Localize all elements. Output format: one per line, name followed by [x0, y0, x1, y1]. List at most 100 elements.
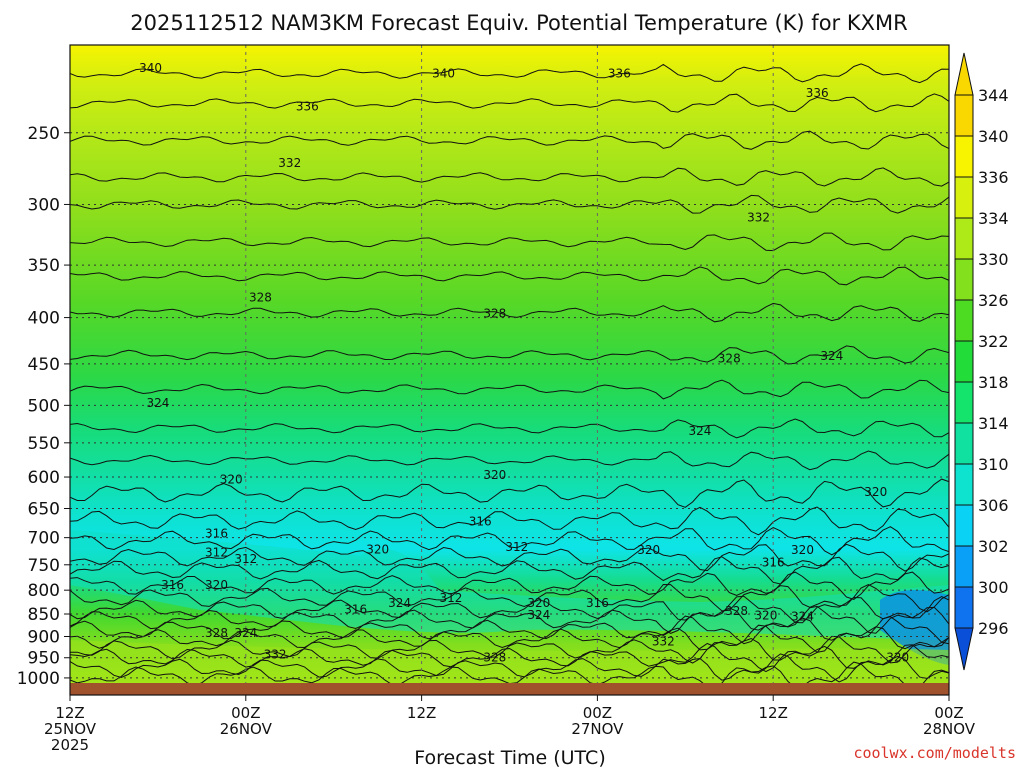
contour-label: 340	[139, 61, 162, 75]
contour-label: 320	[483, 468, 506, 482]
contour-label: 328	[483, 651, 506, 665]
grid-lines	[70, 45, 949, 683]
colorbar-label: 340	[978, 127, 1009, 146]
y-tick-label: 900	[28, 627, 60, 647]
contour-label: 316	[161, 578, 184, 592]
contour-label: 320	[220, 473, 243, 487]
y-tick-label: 300	[28, 195, 60, 215]
contour-label: 324	[820, 349, 843, 363]
contour-label: 336	[296, 100, 319, 114]
colorbar-segment	[954, 340, 974, 383]
y-tick-label: 500	[28, 396, 60, 416]
contour-label: 320	[205, 578, 228, 592]
colorbar-label: 318	[978, 373, 1009, 392]
y-tick-label: 950	[28, 649, 60, 669]
contour-line	[70, 194, 949, 214]
x-axis-label: Forecast Time (UTC)	[414, 747, 605, 768]
colorbar-segment	[954, 504, 974, 547]
colorbar-label: 306	[978, 496, 1009, 515]
contour-label: 328	[483, 307, 506, 321]
contour-label: 328	[725, 604, 748, 618]
y-tick-label: 250	[28, 124, 60, 144]
contour-label: 316	[344, 602, 367, 616]
contour-label: 340	[432, 66, 455, 80]
contour-label: 328	[718, 352, 741, 366]
plot-area: 340 340 336 336 336 332 332 328 328 328 324 324 324 3…	[70, 45, 949, 683]
contour-label: 312	[505, 540, 528, 554]
contour-line	[70, 595, 949, 624]
contour-line	[70, 624, 949, 653]
y-tick-label: 800	[28, 581, 60, 601]
colorbar-segment	[954, 217, 974, 260]
contour-line	[70, 418, 949, 439]
contour-label: 332	[264, 647, 287, 661]
colorbar-label: 336	[978, 168, 1009, 187]
plot-frame	[69, 44, 950, 696]
contour-line	[70, 266, 949, 286]
contour-label: 316	[205, 527, 228, 541]
colorbar-segment	[954, 586, 974, 629]
x-tick-label: 12Z	[407, 704, 436, 722]
y-tick-label: 700	[28, 529, 60, 549]
contour-line	[70, 526, 949, 556]
contour-line	[70, 63, 949, 84]
contour-label: 316	[469, 515, 492, 529]
contour-label: 336	[608, 66, 631, 80]
contour-label: 328	[205, 626, 228, 640]
contour-label: 320	[366, 542, 389, 556]
contour-label: 312	[205, 546, 228, 560]
contour-label: 324	[388, 596, 411, 610]
contour-line	[70, 642, 949, 673]
colorbar-bottom-arrow	[954, 627, 974, 671]
y-tick-label: 400	[28, 309, 60, 329]
colorbar-label: 334	[978, 209, 1009, 228]
colorbar-label: 302	[978, 537, 1009, 556]
contour-label: 332	[278, 156, 301, 170]
contour-label: 324	[791, 609, 814, 623]
contour-line	[70, 478, 949, 508]
x-tick-label: 2025	[51, 736, 89, 754]
colorbar-top-arrow	[954, 52, 974, 96]
colorbar-segment	[954, 94, 974, 137]
contour-line	[70, 605, 949, 634]
contour-line	[70, 302, 949, 323]
colorbar-segment	[954, 463, 974, 506]
contour-label: 320	[886, 651, 909, 665]
colorbar-label: 330	[978, 250, 1009, 269]
contour-labels: 340 340 336 336 336 332 332 328 328 328 324 324 324 3…	[139, 61, 909, 665]
y-tick-label: 350	[28, 256, 60, 276]
x-tick-label: 00Z	[231, 704, 260, 722]
x-tick-label: 12Z	[55, 704, 84, 722]
contour-label: 316	[586, 596, 609, 610]
x-tick-label: 27NOV	[571, 720, 624, 738]
contour-label: 316	[762, 556, 785, 570]
contour-line	[70, 653, 949, 683]
contour-line	[70, 661, 949, 683]
colorbar-segment	[954, 545, 974, 588]
x-tick-label: 00Z	[583, 704, 612, 722]
y-tick-label: 600	[28, 468, 60, 488]
colorbar-label: 344	[978, 86, 1009, 105]
contour-line	[70, 379, 949, 400]
chart-title: 2025112512 NAM3KM Forecast Equiv. Potent…	[130, 11, 907, 35]
contour-label: 332	[747, 210, 770, 224]
colorbar-label: 310	[978, 455, 1009, 474]
contour-lines	[70, 63, 949, 683]
contour-label: 332	[652, 634, 675, 648]
contour-label: 324	[234, 626, 257, 640]
contour-label: 320	[754, 608, 777, 622]
low-level-moist-band	[70, 530, 949, 640]
contour-label: 336	[806, 86, 829, 100]
contour-line	[70, 615, 949, 645]
contour-line	[70, 450, 949, 471]
contour-label: 320	[864, 485, 887, 499]
contour-label: 328	[249, 290, 272, 304]
colorbar-segment	[954, 381, 974, 424]
y-tick-label: 650	[28, 500, 60, 520]
contour-label: 324	[527, 608, 550, 622]
contour-line	[70, 93, 949, 113]
contour-label: 320	[791, 543, 814, 557]
colorbar-label: 296	[978, 619, 1009, 638]
